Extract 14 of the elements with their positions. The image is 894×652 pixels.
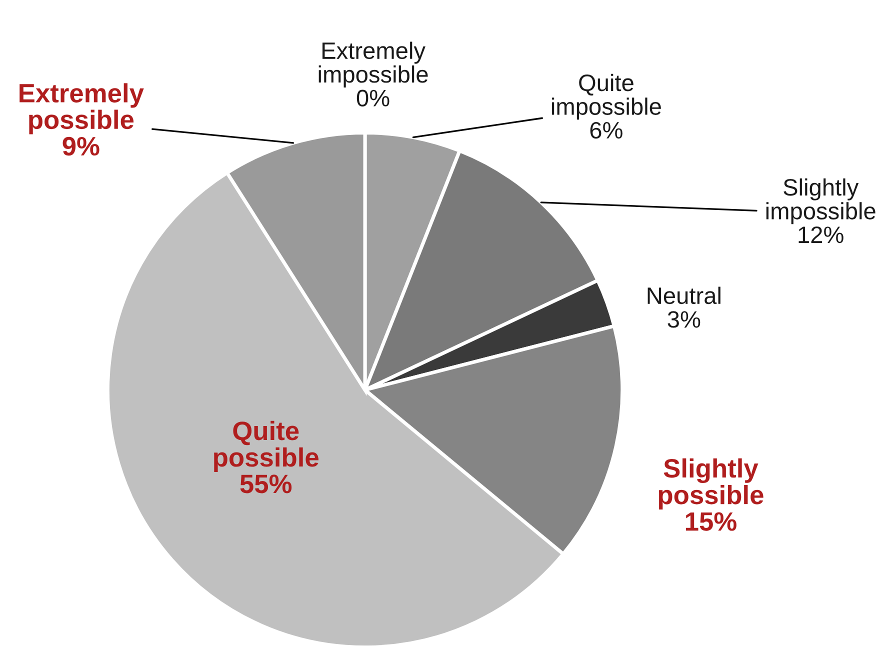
slice-label: Slightly impossible (766, 178, 876, 224)
text: 0% (356, 90, 390, 106)
slice-label: Extremely possible (20, 83, 144, 134)
data-label: 15% (686, 512, 736, 531)
slice-label: Quite possible (214, 420, 318, 472)
data-label: 3% (668, 311, 700, 328)
slice-label: Slightly possible (658, 458, 764, 510)
slice-label: Neutral (648, 286, 720, 304)
data-label: 9% (62, 136, 100, 156)
slice-label: Quite impossible (552, 74, 661, 120)
data-label: 6% (590, 122, 622, 139)
data-label: 12% (798, 226, 844, 244)
category-label: Extremely impossible (318, 42, 428, 88)
data-label: 55% (240, 474, 292, 494)
